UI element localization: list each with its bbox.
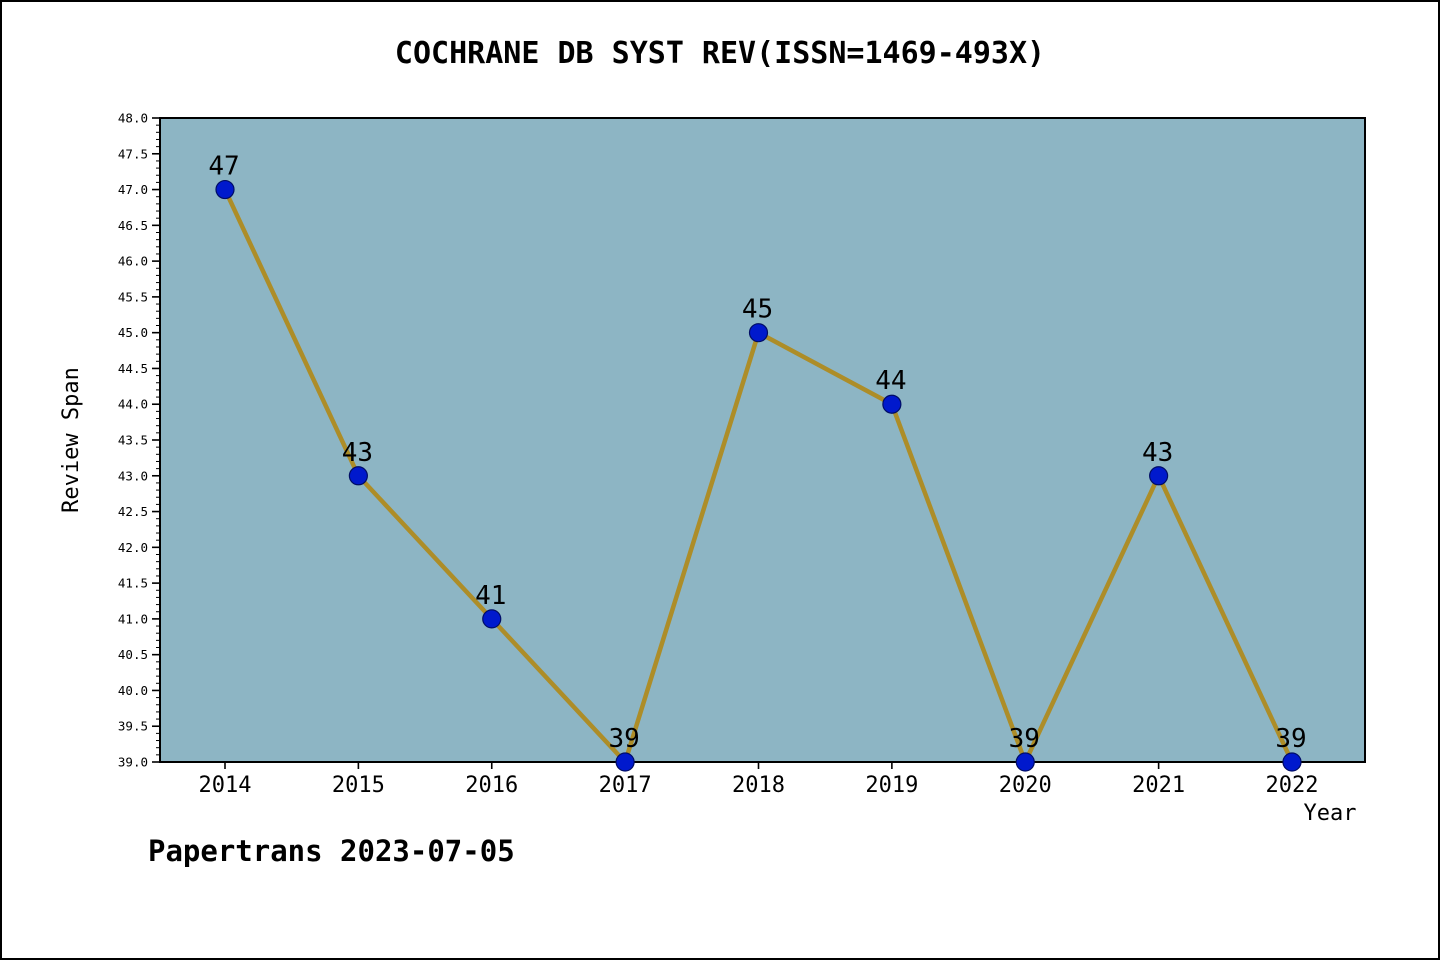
point-label: 45 [742,295,773,325]
point-label: 41 [475,581,506,611]
y-tick-label: 41.5 [118,576,148,591]
point-label: 39 [1275,724,1306,754]
y-tick-label: 46.0 [118,254,148,269]
data-point [615,752,635,772]
plot-area [159,117,1366,763]
y-tick-label: 40.5 [118,647,148,662]
x-tick-label: 2015 [332,773,385,798]
x-tick-label: 2017 [599,773,652,798]
point-label: 47 [208,152,239,182]
y-axis-title: Review Span [59,367,84,513]
x-tick-label: 2019 [865,773,918,798]
y-tick-label: 42.0 [118,540,148,555]
y-tick-label: 40.0 [118,683,148,698]
y-tick-label: 44.0 [118,397,148,412]
x-tick-label: 2020 [999,773,1052,798]
y-tick-label: 43.0 [118,468,148,483]
x-tick-label: 2018 [732,773,785,798]
y-tick-label: 48.0 [118,111,148,126]
point-label: 44 [875,366,906,396]
point-label: 39 [608,724,639,754]
data-point [1149,466,1169,486]
y-tick-label: 45.0 [118,325,148,340]
chart-title: COCHRANE DB SYST REV(ISSN=1469-493X) [394,36,1046,71]
y-tick-label: 47.0 [118,182,148,197]
x-axis-title: Year [1304,801,1357,826]
y-tick-label: 46.5 [118,218,148,233]
data-point [348,466,368,486]
y-tick-label: 41.0 [118,611,148,626]
data-point [748,323,769,343]
data-point [482,609,502,629]
data-point [1015,752,1035,772]
x-tick-label: 2016 [465,773,518,798]
point-label: 39 [1009,724,1040,754]
y-tick-label: 45.5 [118,289,148,304]
y-tick-label: 44.5 [118,361,148,376]
point-label: 43 [342,438,373,468]
data-point [1282,752,1302,772]
data-point [215,179,235,200]
y-tick-label: 43.5 [118,433,148,448]
point-label: 43 [1142,438,1173,468]
x-tick-label: 2022 [1266,773,1319,798]
y-tick-label: 39.5 [118,719,148,734]
footer-watermark: Papertrans 2023-07-05 [148,834,515,868]
y-tick-label: 42.5 [118,504,148,519]
y-tick-label: 39.0 [118,755,148,770]
y-tick-label: 47.5 [118,146,148,161]
x-tick-label: 2014 [199,773,252,798]
data-point [882,394,902,414]
x-tick-label: 2021 [1132,773,1185,798]
